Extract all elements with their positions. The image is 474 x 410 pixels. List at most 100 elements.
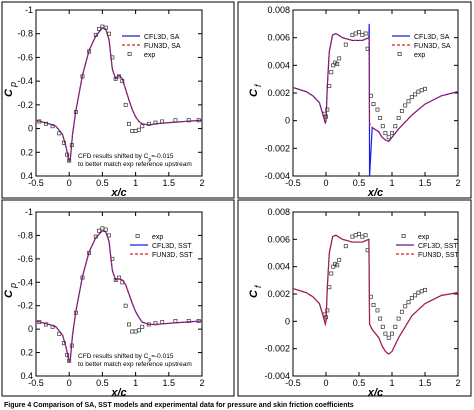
x-tick-label: 2 bbox=[199, 178, 204, 188]
y-tick-label: -0.6 bbox=[17, 52, 33, 62]
data-point bbox=[383, 131, 388, 136]
data-point bbox=[331, 264, 336, 269]
x-tick-label: 0.5 bbox=[353, 178, 366, 188]
data-point bbox=[413, 293, 418, 298]
data-point bbox=[360, 32, 365, 37]
data-point bbox=[196, 118, 201, 123]
data-point bbox=[423, 86, 427, 91]
data-point bbox=[335, 61, 340, 66]
legend-entry: FUN3D, SA bbox=[144, 43, 181, 50]
y-tick-label: -0.8 bbox=[17, 230, 33, 240]
data-point bbox=[130, 128, 135, 133]
figure-caption: Figure 4 Comparison of SA, SST models an… bbox=[4, 402, 354, 409]
plot-area-frame bbox=[292, 211, 459, 377]
x-tick-label: 1.5 bbox=[163, 378, 176, 388]
legend-entry: FUN3D, SA bbox=[414, 43, 451, 50]
x-tick-label: 1.5 bbox=[419, 178, 432, 188]
annotation-subscript: p bbox=[148, 357, 151, 363]
data-point bbox=[353, 31, 358, 36]
y-tick-label: 0.008 bbox=[267, 5, 290, 15]
legend-entry: FUN3D, SST bbox=[152, 252, 194, 259]
x-tick-label: 0.5 bbox=[96, 178, 109, 188]
data-point bbox=[113, 76, 118, 81]
legend-entry: exp bbox=[144, 52, 155, 59]
data-point bbox=[375, 107, 380, 112]
series-exp bbox=[322, 30, 427, 140]
data-point bbox=[325, 308, 330, 313]
x-tick-label: 1 bbox=[389, 178, 394, 188]
data-point bbox=[97, 27, 102, 31]
data-point bbox=[337, 56, 342, 61]
plot-area-frame bbox=[35, 9, 203, 177]
x-axis-label: x/c bbox=[367, 387, 383, 399]
y-axis-label: C bbox=[3, 88, 15, 97]
panel-frame-1 bbox=[1, 1, 235, 199]
data-point bbox=[350, 32, 355, 37]
data-point bbox=[357, 30, 361, 35]
legend-entry: CFL3D, SST bbox=[418, 243, 458, 250]
data-point bbox=[329, 70, 334, 75]
data-point bbox=[133, 329, 138, 334]
chart-sa_cf: -0.5 0 0.5 1 1.5 2 -0.004 -0.002 0 0.002 0.004 0.00… bbox=[248, 5, 461, 199]
x-tick-label: 1.5 bbox=[163, 178, 176, 188]
data-point bbox=[136, 328, 141, 333]
x-tick-label: 1.5 bbox=[419, 378, 432, 388]
data-point bbox=[160, 119, 165, 124]
chart-sst_cp: -0.5 0 0.5 1 1.5 2 -1 -0.8 -0.6 -0.4 -0.2 0 0.2 0.4 x/… bbox=[3, 207, 205, 399]
series-exp bbox=[322, 231, 427, 340]
data-point bbox=[327, 285, 332, 290]
y-tick-label: 0 bbox=[28, 324, 33, 334]
y-tick-label: 0.4 bbox=[20, 171, 33, 181]
data-point bbox=[65, 152, 70, 157]
y-tick-label: 0.2 bbox=[20, 348, 33, 358]
annotation-text-part: CFD results shifted by C bbox=[78, 353, 149, 360]
data-point bbox=[363, 31, 368, 36]
y-tick-label: 0.004 bbox=[267, 262, 290, 272]
legend-entry: CFL3D, SA bbox=[144, 34, 180, 41]
data-layer bbox=[36, 226, 202, 363]
data-point bbox=[396, 115, 401, 120]
data-point bbox=[37, 119, 42, 124]
y-axis-label-subscript: p bbox=[8, 82, 18, 88]
y-tick-label: -0.8 bbox=[17, 29, 33, 39]
data-point bbox=[380, 124, 385, 129]
data-point bbox=[140, 324, 145, 329]
data-point bbox=[399, 309, 404, 314]
annotation-line-1: CFD results shifted by Cp=-0.015 bbox=[78, 153, 174, 163]
data-point bbox=[409, 296, 414, 301]
y-tick-label: 0 bbox=[285, 316, 290, 326]
data-point bbox=[378, 115, 383, 120]
x-tick-label: -0.5 bbox=[28, 178, 44, 188]
y-axis-label-subscript: f bbox=[253, 83, 263, 87]
data-point bbox=[386, 135, 391, 140]
data-point bbox=[383, 331, 388, 336]
x-axis-label: x/c bbox=[367, 187, 383, 199]
data-point bbox=[393, 124, 398, 129]
x-tick-label: 0.5 bbox=[96, 378, 109, 388]
data-point bbox=[324, 114, 328, 119]
data-point bbox=[423, 287, 427, 292]
data-point bbox=[419, 289, 424, 294]
y-axis-label-group: Cp bbox=[3, 283, 18, 298]
data-point bbox=[67, 158, 72, 163]
data-point bbox=[69, 143, 74, 148]
data-point bbox=[390, 131, 394, 136]
annotation-line-1: CFD results shifted by Cp=-0.015 bbox=[78, 353, 174, 363]
data-point bbox=[107, 31, 111, 36]
data-point bbox=[419, 88, 424, 93]
legend-entry: exp bbox=[418, 234, 429, 241]
data-point bbox=[146, 121, 151, 126]
x-tick-label: -0.5 bbox=[285, 178, 301, 188]
series-line-fun3d-sst bbox=[36, 230, 202, 363]
annotation-text-part: CFD results shifted by C bbox=[78, 153, 149, 160]
x-tick-label: 1 bbox=[133, 178, 138, 188]
plot-area-frame bbox=[35, 211, 203, 377]
data-point bbox=[368, 93, 373, 98]
legend-entry: exp bbox=[152, 234, 163, 241]
legend-marker bbox=[397, 52, 402, 56]
data-point bbox=[103, 25, 108, 30]
data-point bbox=[186, 318, 191, 323]
y-axis-label-subscript: p bbox=[8, 283, 18, 289]
